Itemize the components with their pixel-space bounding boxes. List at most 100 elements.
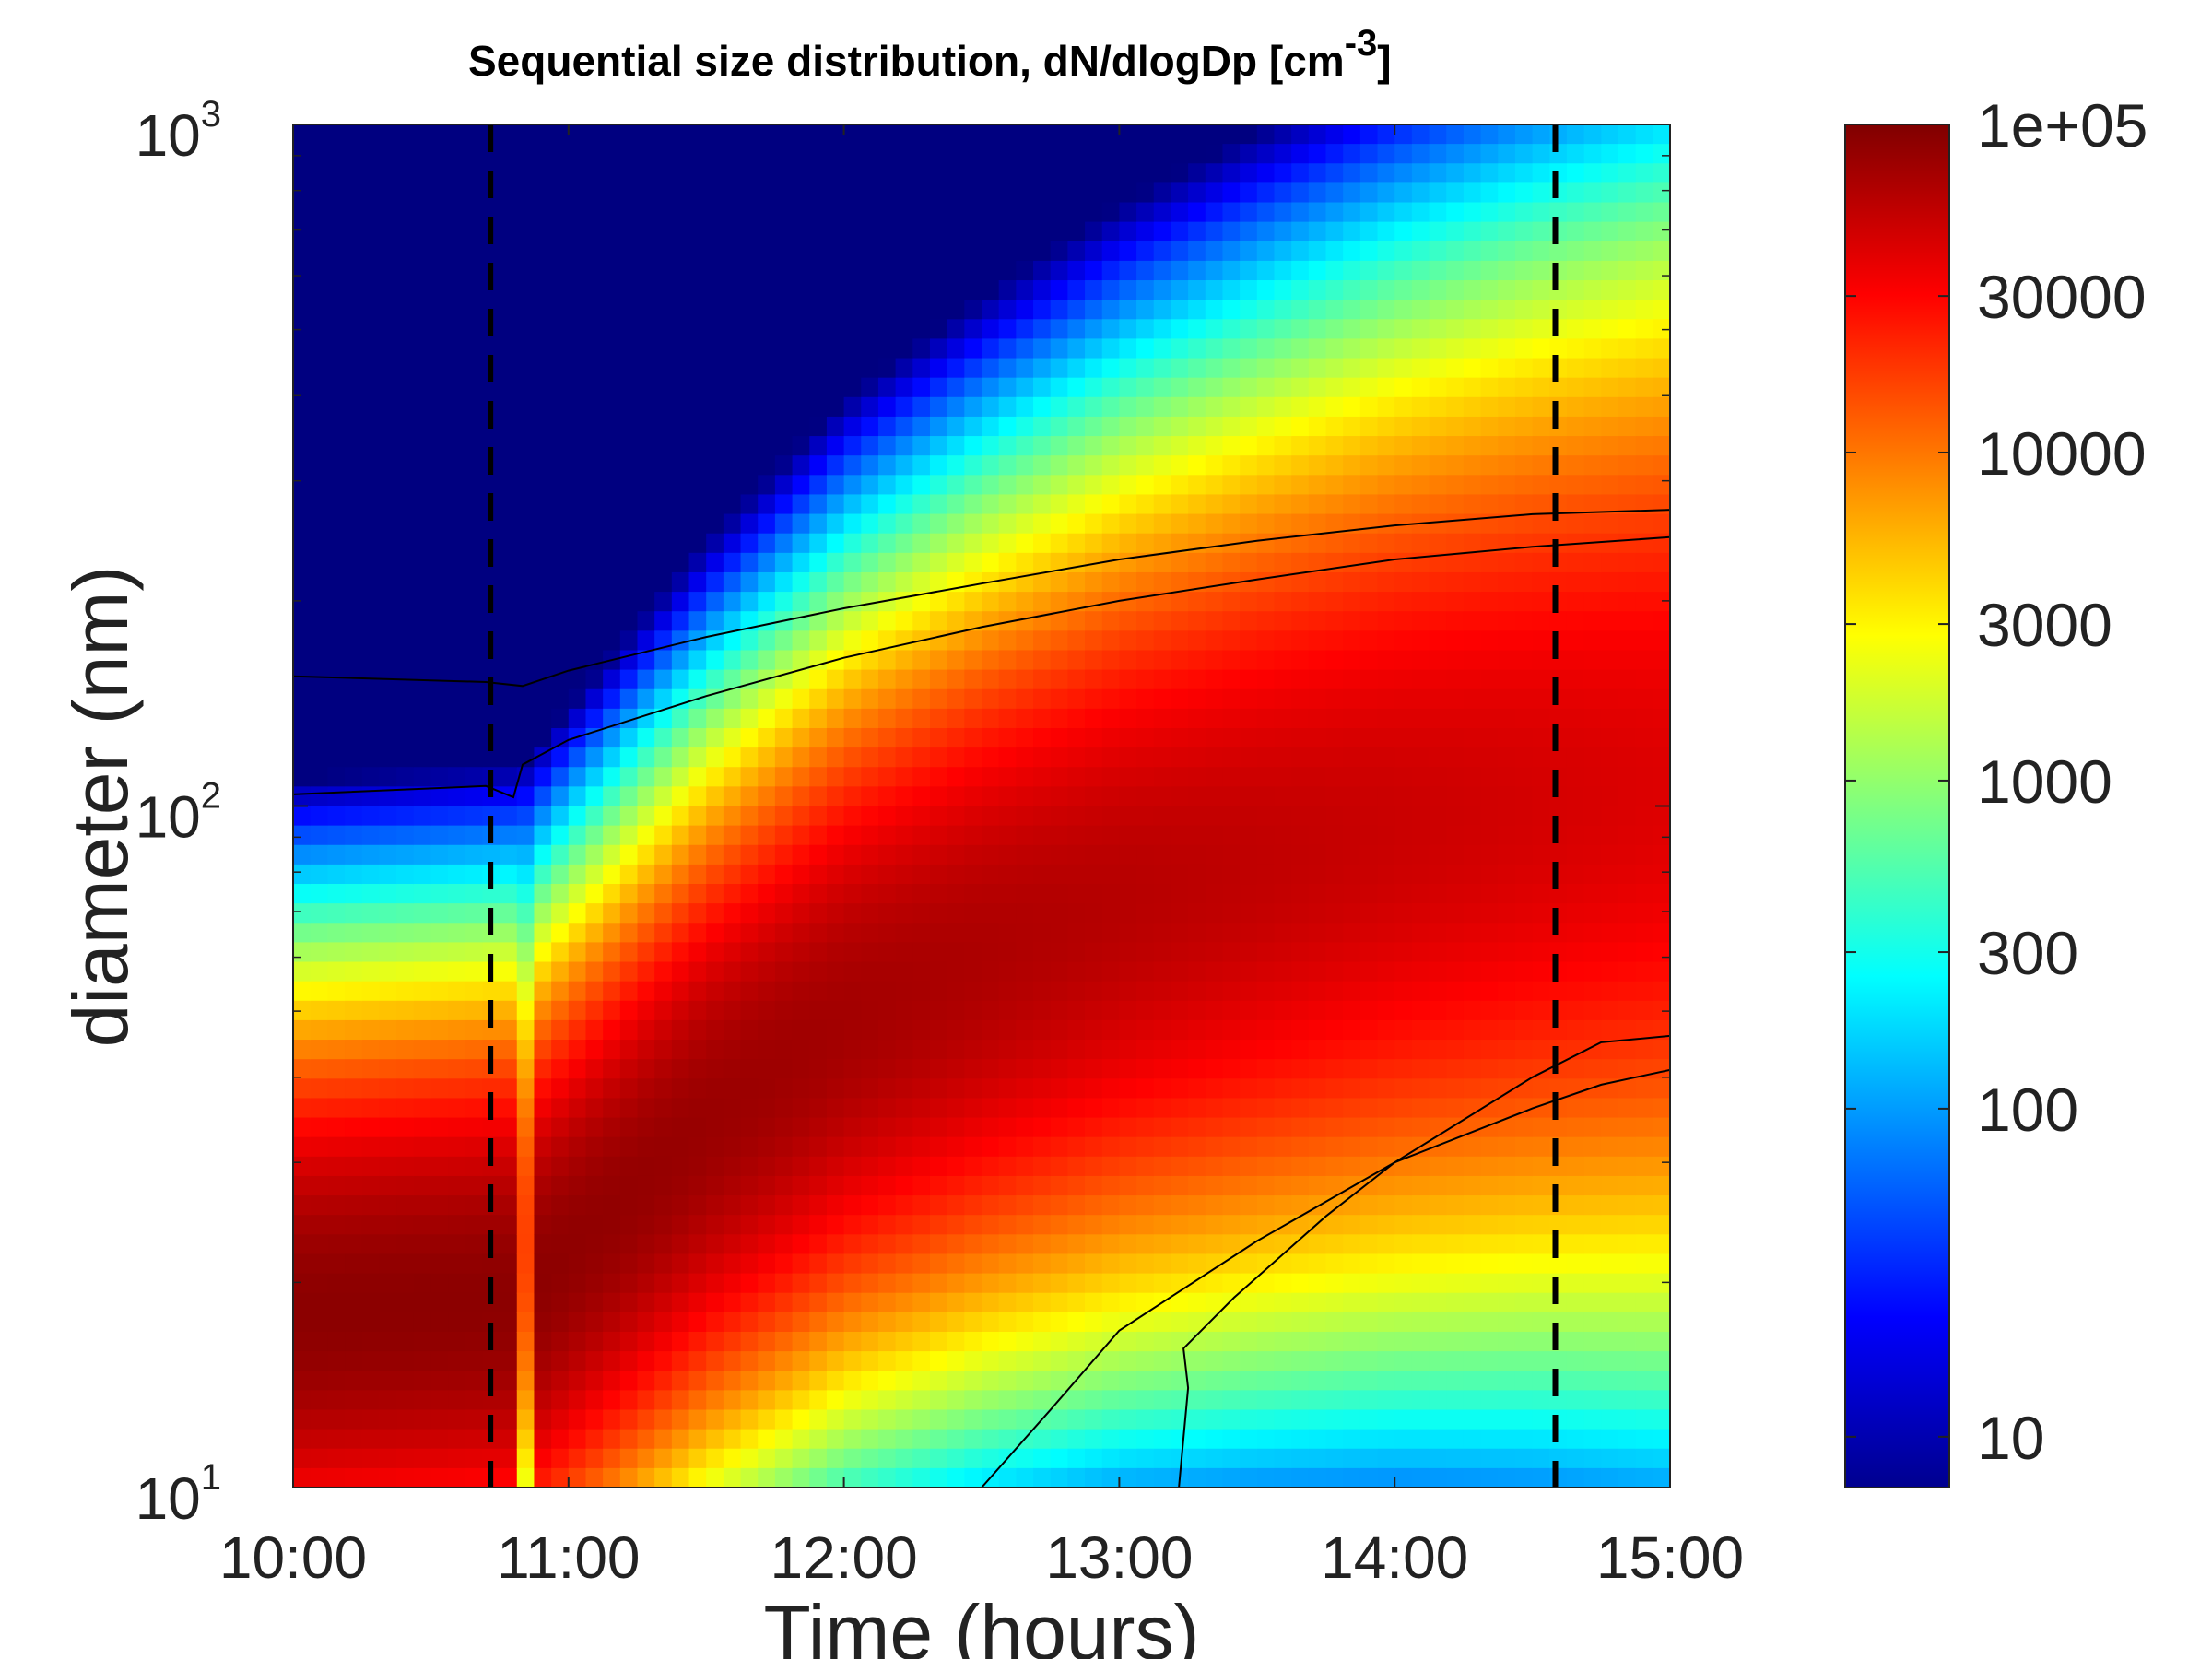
heatmap-cell <box>723 1195 742 1216</box>
heatmap-cell <box>826 124 845 145</box>
heatmap-cell <box>895 475 914 496</box>
heatmap-cell <box>379 825 397 846</box>
heatmap-cell <box>327 981 346 1002</box>
heatmap-cell <box>327 1078 346 1100</box>
heatmap-cell <box>534 1390 552 1411</box>
heatmap-cell <box>465 1292 484 1313</box>
heatmap-cell <box>792 494 810 515</box>
heatmap-cell <box>947 144 966 164</box>
heatmap-cell <box>1171 124 1189 145</box>
heatmap-cell <box>1498 1448 1516 1469</box>
heatmap-cell <box>500 942 518 963</box>
heatmap-cell <box>654 319 673 340</box>
heatmap-cell <box>1240 1156 1258 1177</box>
heatmap-cell <box>1514 436 1534 456</box>
heatmap-cell <box>516 1019 535 1041</box>
heatmap-cell <box>1308 1098 1327 1119</box>
heatmap-cell <box>448 396 466 418</box>
heatmap-cell <box>1222 300 1241 320</box>
heatmap-cell <box>1446 571 1465 593</box>
heatmap-cell <box>826 1117 845 1138</box>
heatmap-cell <box>1411 884 1430 904</box>
heatmap-cell <box>1394 338 1413 359</box>
heatmap-cell <box>1463 182 1482 204</box>
heatmap-cell <box>413 1156 432 1177</box>
heatmap-cell <box>758 1409 776 1430</box>
heatmap-cell <box>327 1195 346 1216</box>
heatmap-cell <box>465 1019 484 1041</box>
heatmap-cell <box>500 300 518 320</box>
heatmap-cell <box>947 260 966 281</box>
heatmap-cell <box>310 182 329 204</box>
heatmap-cell <box>1429 144 1447 164</box>
heatmap-cell <box>430 319 449 340</box>
heatmap-cell <box>482 747 500 768</box>
heatmap-cell <box>310 319 329 340</box>
heatmap-cell <box>1343 494 1361 515</box>
heatmap-cell <box>1171 942 1189 963</box>
heatmap-cell <box>637 280 655 300</box>
heatmap-cell <box>1033 1019 1052 1041</box>
heatmap-cell <box>396 124 415 145</box>
heatmap-cell <box>706 221 724 242</box>
heatmap-cell <box>413 630 432 652</box>
heatmap-cell <box>1308 1467 1327 1488</box>
heatmap-cell <box>637 688 655 710</box>
heatmap-cell <box>964 1136 982 1158</box>
heatmap-cell <box>516 280 535 300</box>
heatmap-cell <box>516 1000 535 1021</box>
heatmap-cell <box>448 1059 466 1079</box>
heatmap-cell <box>929 533 948 554</box>
heatmap-cell <box>895 1156 914 1177</box>
heatmap-cell <box>1394 377 1413 398</box>
heatmap-cell <box>688 300 707 320</box>
heatmap-cell <box>1429 1371 1447 1392</box>
heatmap-cell <box>1256 1292 1276 1313</box>
heatmap-cell <box>345 552 363 573</box>
heatmap-cell <box>758 1234 776 1255</box>
heatmap-cell <box>1446 903 1465 924</box>
heatmap-cell <box>758 1371 776 1392</box>
heatmap-cell <box>1308 475 1327 496</box>
heatmap-cell <box>1256 163 1276 184</box>
heatmap-cell <box>637 358 655 379</box>
heatmap-cell <box>1188 1331 1206 1352</box>
heatmap-cell <box>500 221 518 242</box>
heatmap-cell <box>1411 202 1430 223</box>
heatmap-cell <box>465 1195 484 1216</box>
heatmap-cell <box>619 1390 639 1411</box>
heatmap-cell <box>1429 1136 1447 1158</box>
heatmap-cell <box>1359 1156 1379 1177</box>
heatmap-cell <box>1240 1253 1258 1275</box>
heatmap-cell <box>1171 767 1189 788</box>
heatmap-cell <box>361 806 381 827</box>
heatmap-cell <box>1136 396 1155 418</box>
heatmap-cell <box>1050 844 1069 865</box>
heatmap-cell <box>448 592 466 612</box>
heatmap-cell <box>637 903 655 924</box>
heatmap-cell <box>1308 280 1327 300</box>
heatmap-cell <box>982 1136 1000 1158</box>
heatmap-cell <box>1274 377 1292 398</box>
heatmap-cell <box>1308 825 1327 846</box>
heatmap-cell <box>1325 786 1344 807</box>
heatmap-cell <box>1343 163 1361 184</box>
heatmap-cell <box>671 1175 690 1196</box>
heatmap-cell <box>500 182 518 204</box>
heatmap-cell <box>877 1273 897 1294</box>
heatmap-cell <box>1480 786 1499 807</box>
heatmap-cell <box>947 806 966 827</box>
heatmap-cell <box>603 1312 621 1333</box>
heatmap-cell <box>637 241 655 262</box>
heatmap-cell <box>826 923 845 944</box>
heatmap-cell <box>1171 144 1189 164</box>
heatmap-cell <box>1394 416 1413 437</box>
heatmap-cell <box>1171 1175 1189 1196</box>
heatmap-cell <box>1050 592 1069 612</box>
heatmap-cell <box>1188 1156 1206 1177</box>
heatmap-cell <box>500 163 518 184</box>
heatmap-cell <box>1016 475 1034 496</box>
heatmap-cell <box>1119 1351 1137 1371</box>
heatmap-cell <box>551 1117 570 1138</box>
heatmap-cell <box>293 1059 312 1079</box>
